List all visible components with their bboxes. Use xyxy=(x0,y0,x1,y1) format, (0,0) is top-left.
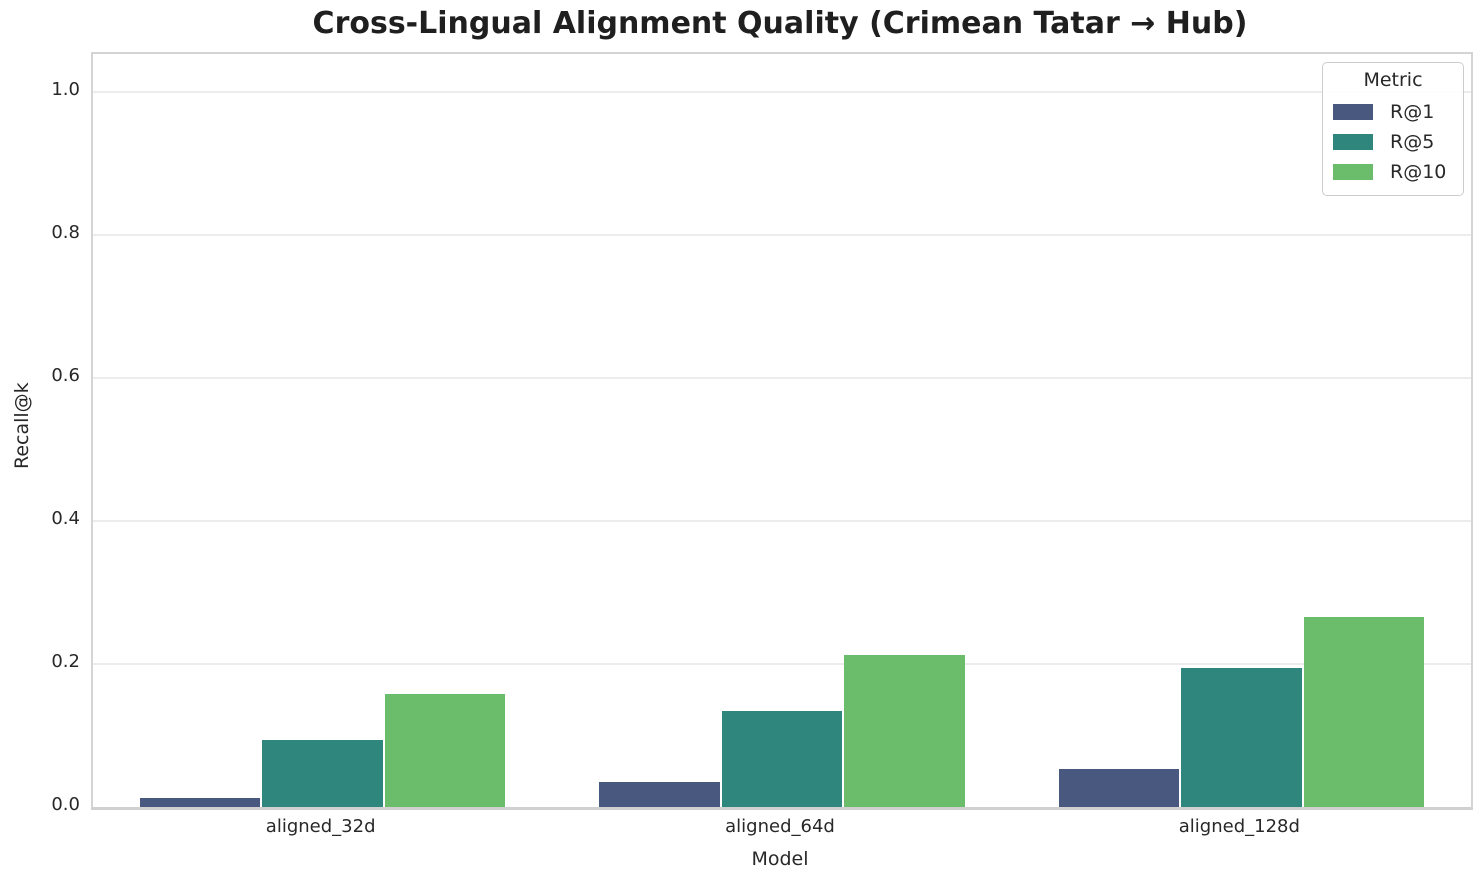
ytick-label-0.6: 0.6 xyxy=(51,364,80,386)
legend-swatch-R@5 xyxy=(1333,134,1373,150)
xtick-label-aligned_64d: aligned_64d xyxy=(725,816,835,837)
bar-aligned_128d-R@5 xyxy=(1181,667,1302,807)
x-axis-label: Model xyxy=(751,848,809,870)
gridline-0.8 xyxy=(93,233,1471,236)
bar-aligned_64d-R@5 xyxy=(721,711,843,807)
legend-title: Metric xyxy=(1363,69,1423,91)
xtick-label-aligned_128d: aligned_128d xyxy=(1178,816,1300,837)
y-axis-label: Recall@k xyxy=(11,382,33,469)
legend-swatch-R@10 xyxy=(1333,164,1373,180)
ytick-label-0.8: 0.8 xyxy=(51,221,80,243)
legend-label-R@5: R@5 xyxy=(1390,131,1435,153)
bar-aligned_128d-R@10 xyxy=(1303,616,1425,807)
xtick-label-aligned_32d: aligned_32d xyxy=(265,816,376,837)
legend-item-R@10: R@10 xyxy=(1323,157,1463,187)
legend-swatch-R@1 xyxy=(1333,104,1373,120)
legend: Metric R@1 R@5 R@10 xyxy=(1322,62,1464,196)
ytick-label-0.4: 0.4 xyxy=(51,507,80,529)
legend-label-R@1: R@1 xyxy=(1390,101,1435,123)
ytick-label-0.0: 0.0 xyxy=(51,794,80,815)
bar-aligned_32d-R@10 xyxy=(384,694,506,807)
bar-aligned_128d-R@1 xyxy=(1058,769,1180,807)
bar-aligned_64d-R@10 xyxy=(844,655,965,807)
bar-aligned_32d-R@5 xyxy=(262,739,383,807)
legend-label-R@10: R@10 xyxy=(1390,161,1447,183)
gridline-0.4 xyxy=(93,519,1471,522)
gridline-1.0 xyxy=(93,90,1471,93)
gridline-0.6 xyxy=(93,376,1471,379)
ytick-label-1.0: 1.0 xyxy=(51,78,80,100)
bar-aligned_32d-R@1 xyxy=(139,797,261,807)
legend-item-R@1: R@1 xyxy=(1323,97,1463,127)
legend-item-R@5: R@5 xyxy=(1323,127,1463,157)
legend-items: R@1 R@5 R@10 xyxy=(1323,97,1463,187)
chart-title: Cross-Lingual Alignment Quality (Crimean… xyxy=(312,6,1248,41)
gridline-0.2 xyxy=(93,662,1471,665)
ytick-label-0.2: 0.2 xyxy=(51,650,80,672)
plot-area xyxy=(91,52,1473,810)
bar-aligned_64d-R@1 xyxy=(599,781,720,807)
